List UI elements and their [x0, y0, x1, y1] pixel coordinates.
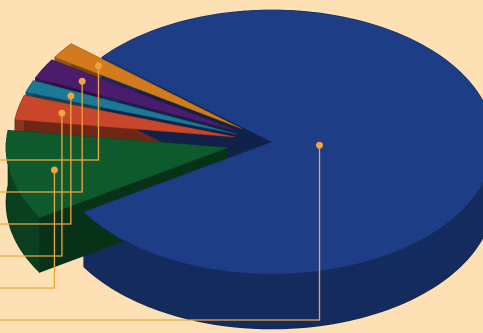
leader-line: [0, 145, 321, 321]
leader-dot: [58, 109, 66, 117]
pie-slice: [83, 9, 483, 275]
leader-dot: [316, 141, 324, 149]
leader-dot: [94, 62, 102, 70]
leader-dot: [78, 77, 86, 85]
leader-dot: [67, 92, 75, 100]
pie-slice: [25, 80, 237, 135]
leader-dot: [50, 166, 58, 174]
leader-line: [0, 169, 56, 289]
pie-slice: [14, 94, 236, 138]
leader-line: [0, 113, 63, 257]
leader-line: [0, 95, 72, 225]
leader-line: [0, 81, 83, 193]
pie-slice: [34, 59, 239, 132]
leader-line: [0, 65, 100, 161]
